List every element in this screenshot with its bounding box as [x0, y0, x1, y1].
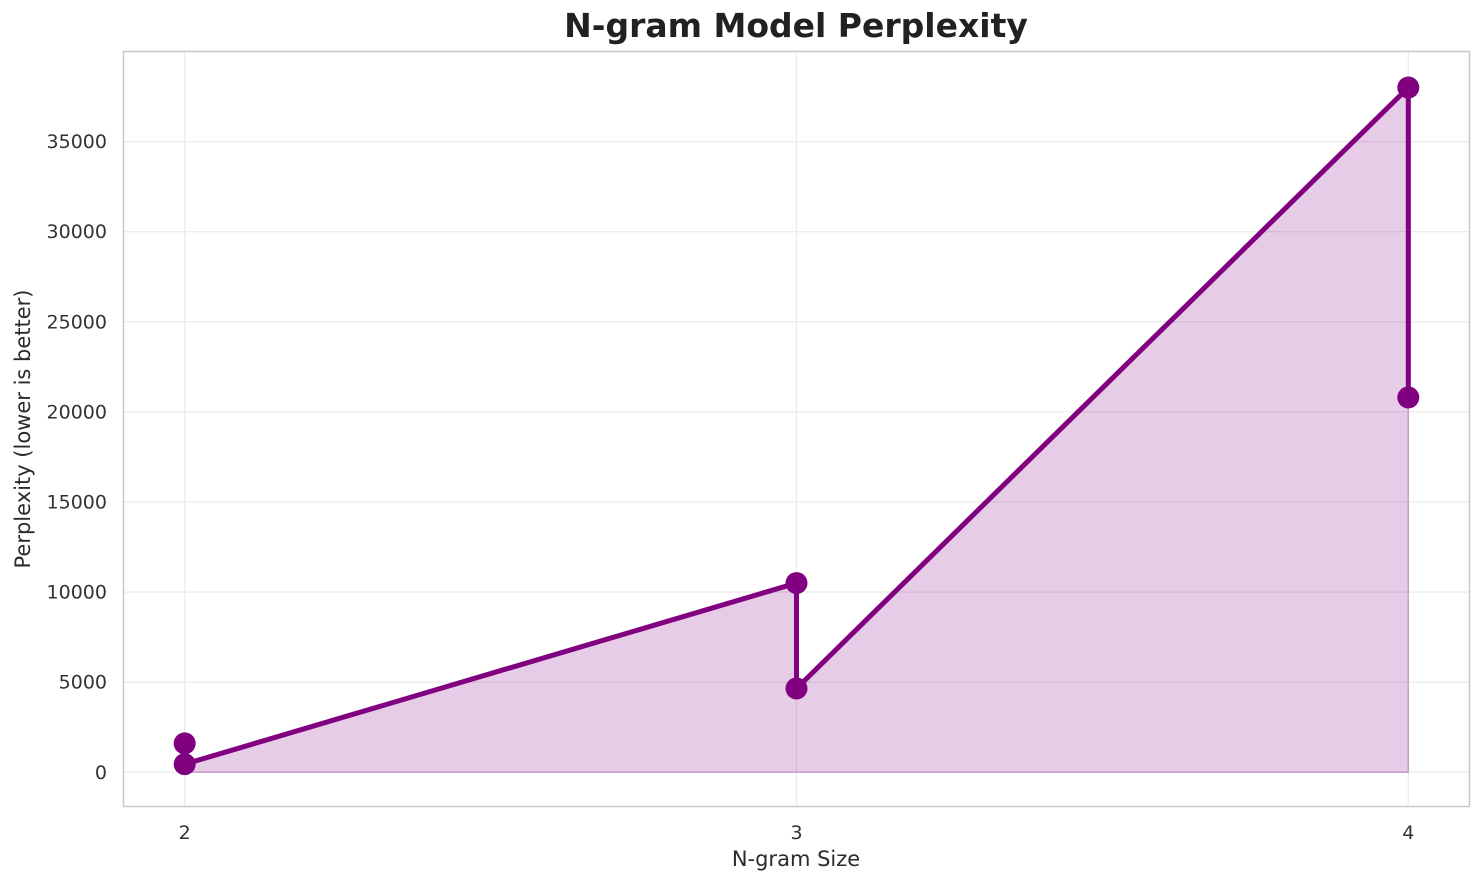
y-tick-label: 15000: [47, 491, 107, 513]
x-tick-label: 2: [179, 822, 191, 844]
y-tick-label: 20000: [47, 401, 107, 423]
x-axis-label: N-gram Size: [731, 847, 861, 871]
data-point-marker: [785, 572, 808, 595]
y-tick-label: 0: [95, 762, 107, 784]
data-point-marker: [173, 753, 196, 776]
y-tick-label: 5000: [59, 672, 107, 694]
chart-title: N-gram Model Perplexity: [564, 6, 1028, 45]
y-tick-label: 10000: [47, 582, 107, 604]
y-axis-label: Perplexity (lower is better): [11, 289, 35, 569]
data-point-marker: [1397, 76, 1420, 99]
data-point-marker: [1397, 386, 1420, 409]
data-point-marker: [785, 677, 808, 700]
plot-border: [122, 50, 1471, 808]
data-point-marker: [173, 732, 196, 755]
x-tick-label: 4: [1402, 822, 1414, 844]
x-tick-label: 3: [790, 822, 802, 844]
y-tick-label: 30000: [47, 221, 107, 243]
y-tick-label: 35000: [47, 131, 107, 153]
y-tick-label: 25000: [47, 311, 107, 333]
